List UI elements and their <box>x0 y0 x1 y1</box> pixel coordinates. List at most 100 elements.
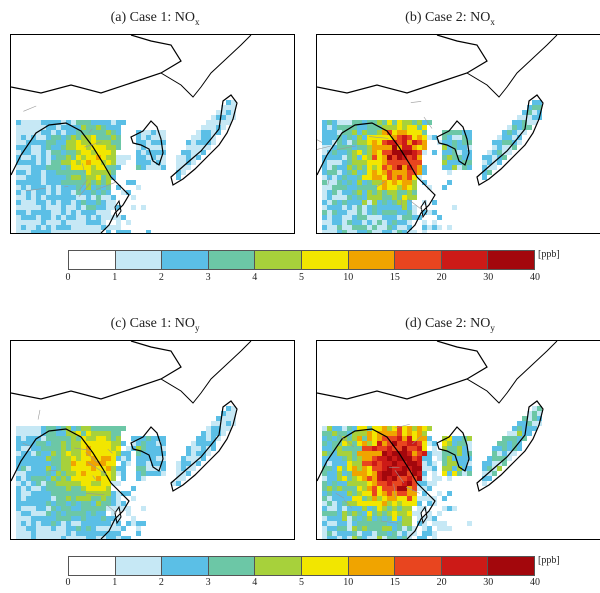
field-cell <box>322 511 327 516</box>
field-cell <box>347 130 352 135</box>
field-cell <box>116 516 121 521</box>
field-cell <box>452 165 457 170</box>
field-cell <box>377 145 382 150</box>
russia-coastline <box>466 341 558 404</box>
field-cell <box>61 140 66 145</box>
field-cell <box>392 456 397 461</box>
field-cell <box>327 536 332 539</box>
field-cell <box>121 230 126 233</box>
field-cell <box>382 451 387 456</box>
field-cell <box>357 120 362 125</box>
field-cell <box>367 431 372 436</box>
field-cell <box>81 135 86 140</box>
field-cell <box>412 140 417 145</box>
field-cell <box>76 155 81 160</box>
field-cell <box>332 145 337 150</box>
field-cell <box>487 160 492 165</box>
field-cell <box>31 165 36 170</box>
field-cell <box>412 205 417 210</box>
field-cell <box>66 145 71 150</box>
field-cell <box>387 456 392 461</box>
field-cell <box>367 200 372 205</box>
field-cell <box>26 486 31 491</box>
field-cell <box>51 441 56 446</box>
field-cell <box>111 195 116 200</box>
field-cell <box>452 451 457 456</box>
field-cell <box>387 436 392 441</box>
field-cell <box>31 190 36 195</box>
field-cell <box>96 210 101 215</box>
field-cell <box>337 486 342 491</box>
field-cell <box>337 220 342 225</box>
field-cell <box>457 155 462 160</box>
field-cell <box>126 230 131 233</box>
field-cell <box>447 145 452 150</box>
field-cell <box>342 180 347 185</box>
field-cell <box>522 421 527 426</box>
province-border <box>78 182 91 197</box>
field-cell <box>332 220 337 225</box>
taiwan-coastline <box>114 199 122 219</box>
field-cell <box>527 125 532 130</box>
field-cell <box>392 205 397 210</box>
field-cell <box>156 441 161 446</box>
field-cell <box>392 476 397 481</box>
field-cell <box>136 150 141 155</box>
field-cell <box>347 220 352 225</box>
field-cell <box>352 536 357 539</box>
field-cell <box>337 205 342 210</box>
province-border <box>394 470 405 483</box>
field-cell <box>141 436 146 441</box>
field-cell <box>407 220 412 225</box>
field-cell <box>101 160 106 165</box>
field-cell <box>417 155 422 160</box>
field-cell <box>116 456 121 461</box>
field-cell <box>407 491 412 496</box>
field-cell <box>417 501 422 506</box>
field-cell <box>111 501 116 506</box>
field-cell <box>392 155 397 160</box>
field-cell <box>126 446 131 451</box>
field-cell <box>502 451 507 456</box>
field-cell <box>156 466 161 471</box>
field-cell <box>337 461 342 466</box>
field-cell <box>86 200 91 205</box>
field-cell <box>46 451 51 456</box>
field-cell <box>81 501 86 506</box>
field-cell <box>116 125 121 130</box>
field-cell <box>417 466 422 471</box>
field-cell <box>322 195 327 200</box>
field-cell <box>41 446 46 451</box>
field-cell <box>342 190 347 195</box>
field-cell <box>422 165 427 170</box>
field-cell <box>51 220 56 225</box>
field-cell <box>482 175 487 180</box>
field-cell <box>367 426 372 431</box>
field-cell <box>357 436 362 441</box>
field-cell <box>101 456 106 461</box>
field-cell <box>487 150 492 155</box>
province-border <box>406 486 420 494</box>
field-cell <box>86 140 91 145</box>
field-cell <box>372 130 377 135</box>
field-cell <box>347 481 352 486</box>
field-cell <box>131 516 136 521</box>
field-cell <box>136 521 141 526</box>
province-border <box>375 181 386 188</box>
field-cell <box>387 120 392 125</box>
field-cell <box>322 476 327 481</box>
field-cell <box>36 130 41 135</box>
field-cell <box>21 160 26 165</box>
field-cell <box>111 165 116 170</box>
field-cell <box>387 145 392 150</box>
field-cell <box>66 135 71 140</box>
field-cell <box>106 431 111 436</box>
field-cell <box>437 215 442 220</box>
field-cell <box>106 491 111 496</box>
field-cell <box>327 466 332 471</box>
field-cell <box>96 125 101 130</box>
field-cell <box>382 145 387 150</box>
field-cell <box>417 120 422 125</box>
field-cell <box>41 195 46 200</box>
field-cell <box>106 165 111 170</box>
